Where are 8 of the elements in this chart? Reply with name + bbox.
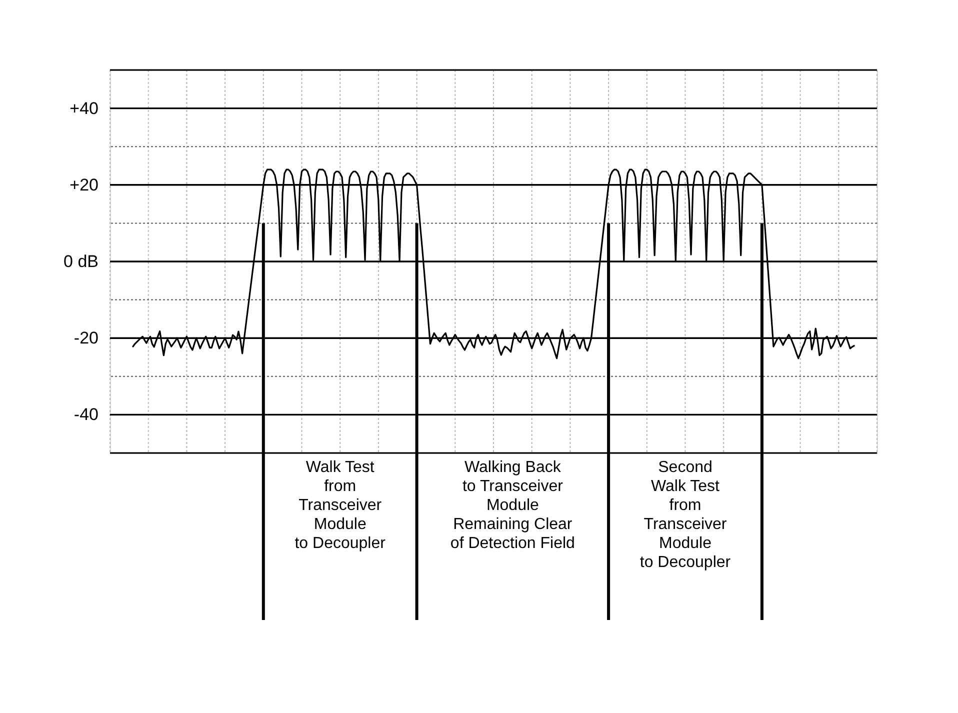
y-tick-label: 0 dB xyxy=(64,252,98,271)
y-tick-label: +40 xyxy=(70,98,98,118)
text: Second Walk Test from Transceiver Module to Decoupler xyxy=(640,459,732,571)
text: Walk Test from Transceiver Module to Decoupler xyxy=(294,459,386,552)
text: Walking Back to Transceiver Module Remaining Clear of Detection Field xyxy=(450,459,575,552)
y-tick-label: -40 xyxy=(74,405,98,424)
y-tick-label: +20 xyxy=(70,175,98,194)
y-tick-label: -20 xyxy=(74,328,98,348)
